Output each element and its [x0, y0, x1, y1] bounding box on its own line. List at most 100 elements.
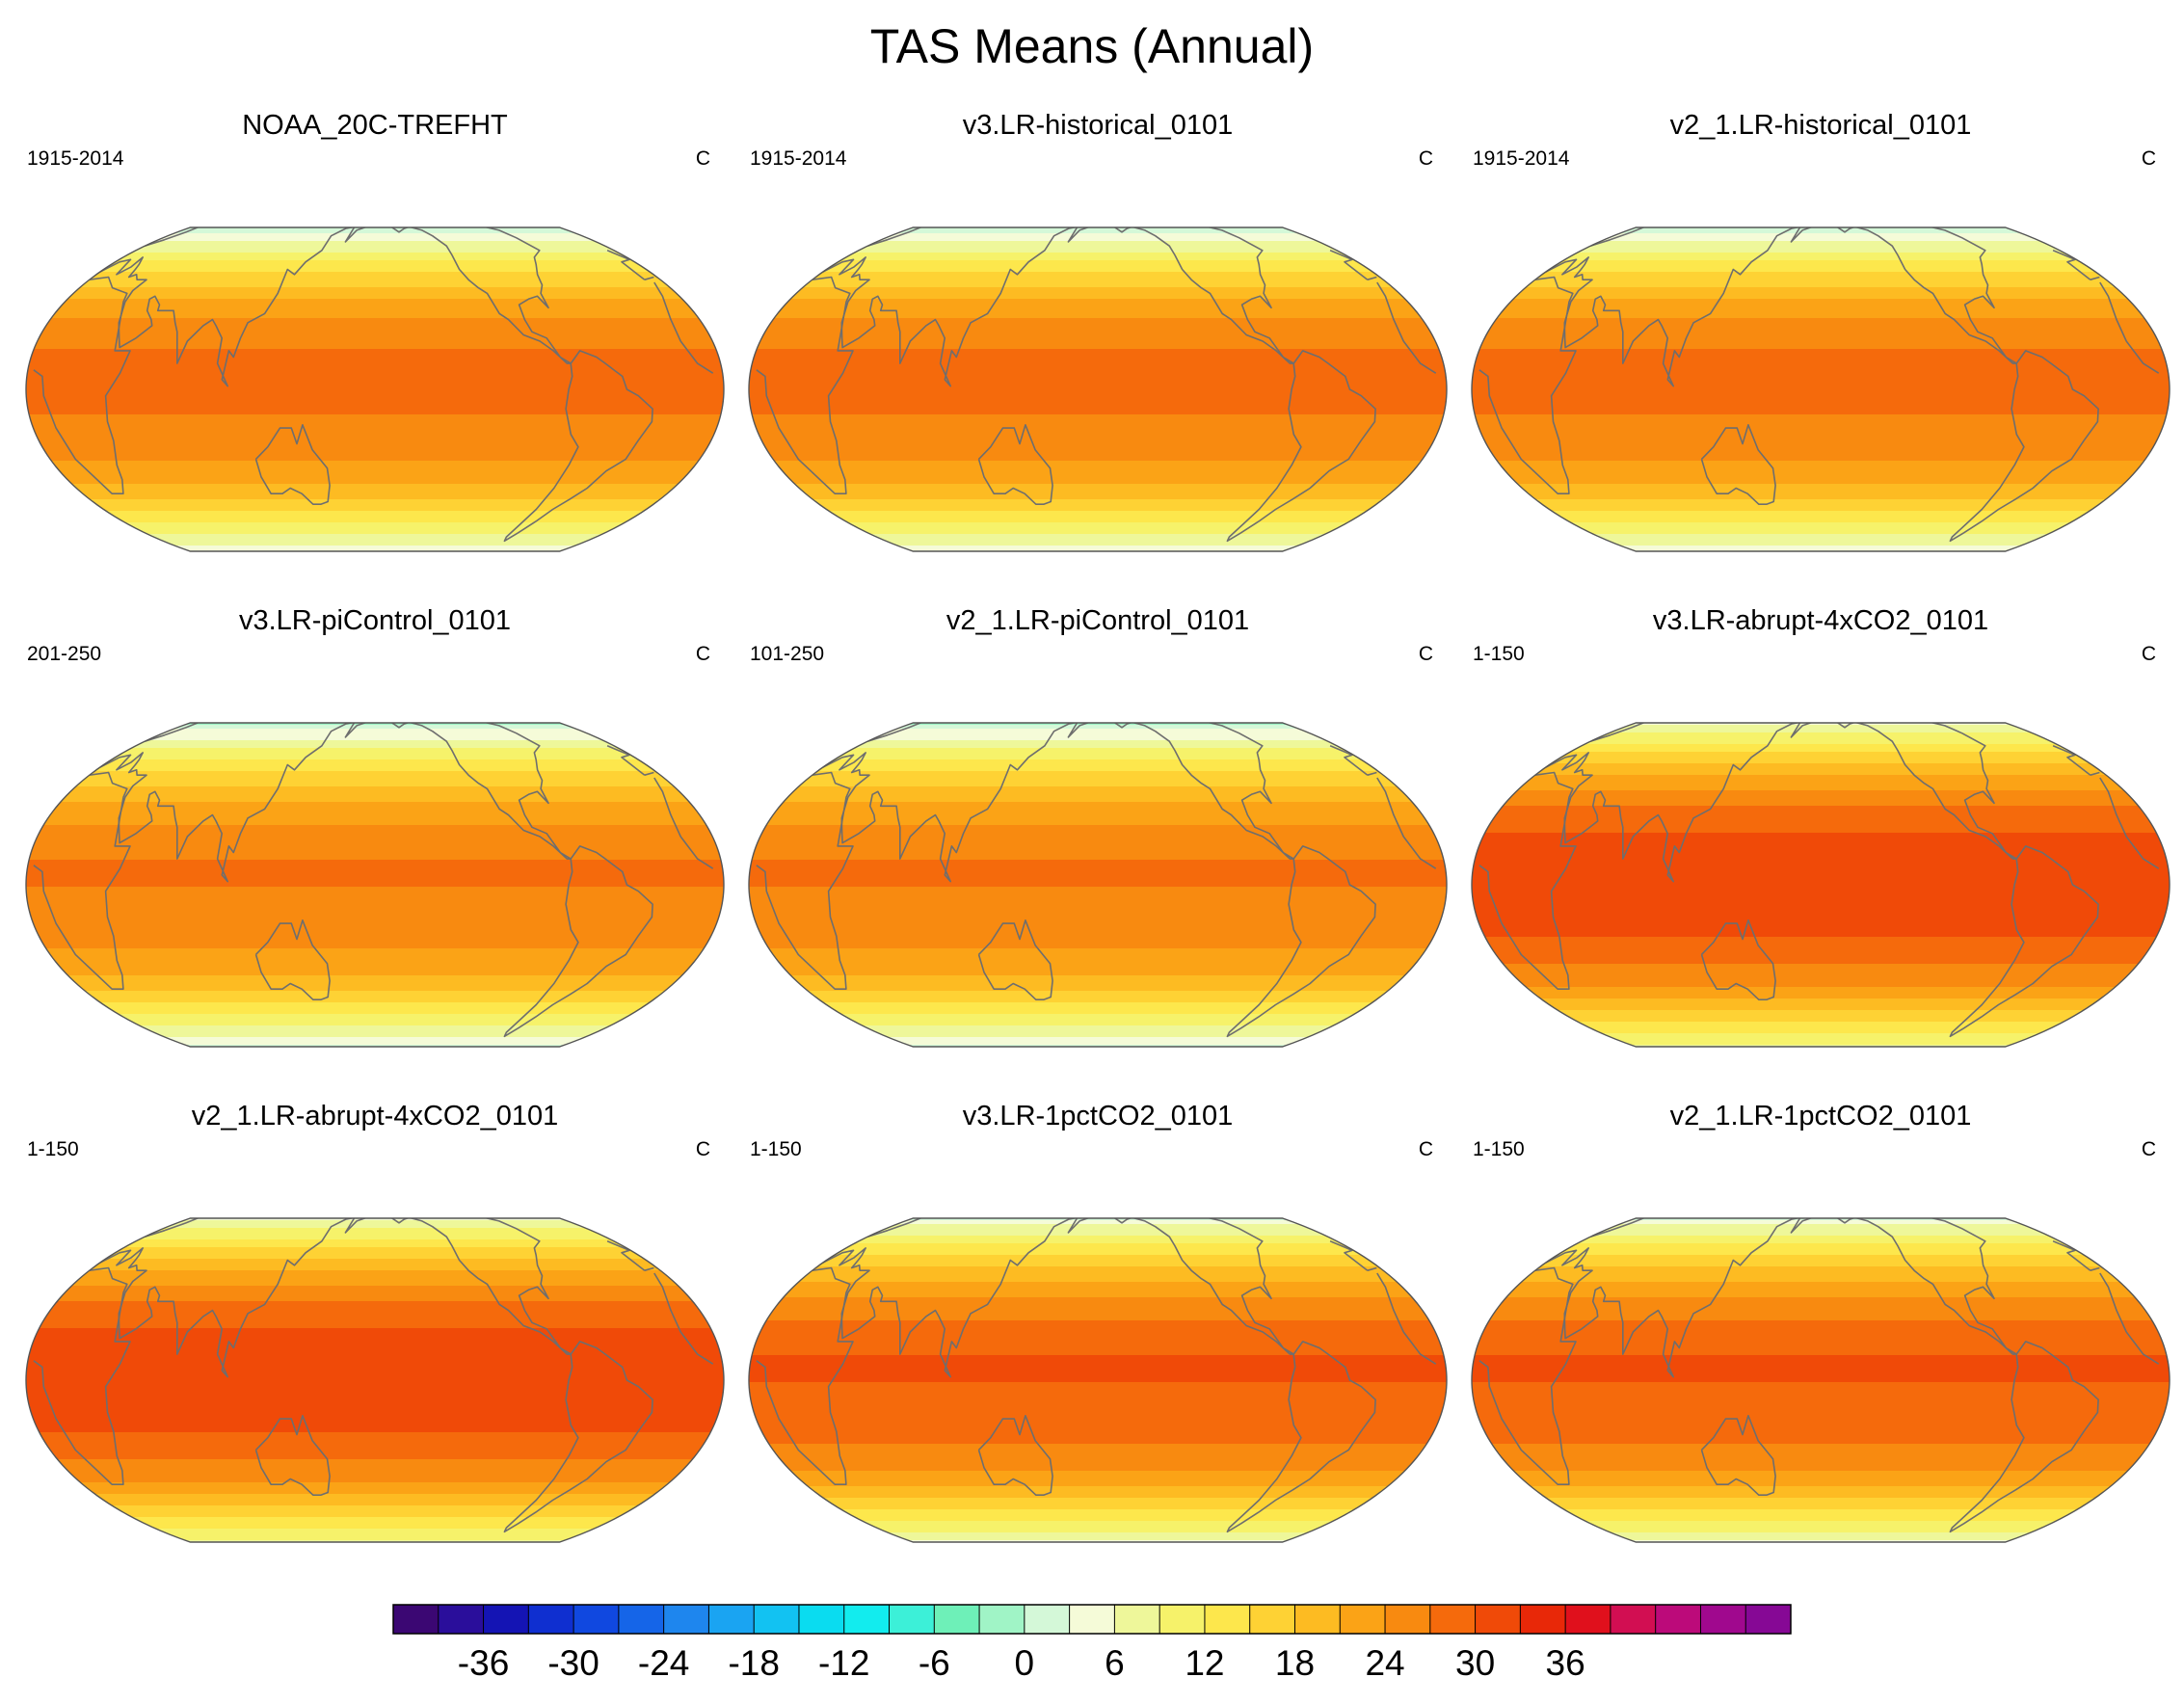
temperature-band: [749, 1394, 1447, 1398]
temperature-band: [749, 1010, 1447, 1015]
temperature-band: [749, 253, 1447, 257]
temperature-band: [26, 1301, 724, 1306]
temperature-band: [749, 526, 1447, 531]
temperature-band: [749, 1037, 1447, 1042]
temperature-band: [749, 898, 1447, 903]
temperature-band: [749, 1482, 1447, 1487]
temperature-band: [26, 314, 724, 319]
temperature-band: [13, 1548, 736, 1553]
temperature-band: [736, 214, 1459, 219]
temperature-band: [749, 476, 1447, 481]
temperature-band: [26, 549, 724, 551]
temperature-band: [1472, 1455, 2170, 1460]
colorbar-tick-label: 24: [1365, 1643, 1404, 1683]
temperature-band: [749, 1266, 1447, 1271]
temperature-band: [1459, 1060, 2182, 1065]
temperature-band: [749, 1313, 1447, 1318]
map-svg: [25, 722, 725, 1048]
temperature-band: [736, 206, 1459, 211]
temperature-band: [749, 779, 1447, 784]
temperature-band: [13, 572, 736, 577]
temperature-band: [26, 1467, 724, 1472]
temperature-band: [1472, 1317, 2170, 1321]
temperature-band: [749, 952, 1447, 957]
temperature-band: [1459, 1205, 2182, 1210]
temperature-band: [1472, 326, 2170, 331]
temperature-band: [749, 1224, 1447, 1229]
temperature-band: [749, 507, 1447, 512]
temperature-band: [749, 1220, 1447, 1225]
temperature-band: [26, 956, 724, 961]
temperature-band: [26, 810, 724, 814]
temperature-band: [1472, 1247, 2170, 1252]
temperature-band: [26, 530, 724, 535]
temperature-band: [749, 1228, 1447, 1233]
temperature-band: [1472, 894, 2170, 899]
temperature-band: [1472, 364, 2170, 369]
temperature-band: [749, 472, 1447, 477]
temperature-band: [749, 748, 1447, 753]
coastline-eurasia: [99, 1218, 654, 1378]
temperature-band: [749, 310, 1447, 315]
temperature-band: [26, 937, 724, 942]
temperature-band: [1472, 860, 2170, 865]
temperature-band: [749, 1536, 1447, 1541]
temperature-band: [26, 1282, 724, 1287]
temperature-band: [749, 1324, 1447, 1329]
temperature-band: [1459, 1544, 2182, 1549]
coastline-south-america: [1949, 350, 2099, 543]
temperature-band: [26, 921, 724, 926]
coastlines: [1478, 227, 2160, 543]
temperature-band: [749, 991, 1447, 996]
temperature-band: [1472, 549, 2170, 551]
temperature-band: [26, 744, 724, 749]
temperature-band: [26, 929, 724, 934]
temperature-band: [749, 1270, 1447, 1275]
temperature-band: [1472, 1313, 2170, 1318]
temperature-band: [749, 1421, 1447, 1425]
temperature-band: [1472, 229, 2170, 234]
temperature-band: [26, 1417, 724, 1422]
temperature-band: [13, 202, 736, 207]
panel-period: 1-150: [1473, 643, 1525, 665]
temperature-band: [749, 260, 1447, 265]
temperature-band: [749, 546, 1447, 550]
temperature-band: [1472, 333, 2170, 338]
coastline-africa: [756, 1266, 1437, 1485]
map-border: [1471, 1217, 2171, 1543]
temperature-band: [749, 484, 1447, 489]
temperature-band: [1459, 1212, 2182, 1217]
temperature-band: [1472, 1025, 2170, 1030]
temperature-band: [749, 403, 1447, 408]
temperature-band: [1472, 883, 2170, 888]
temperature-band: [1472, 503, 2170, 508]
panel-period: 1915-2014: [1473, 147, 1570, 170]
temperature-field: [1472, 227, 2170, 551]
coastline-australia: [254, 424, 331, 505]
temperature-band: [749, 1282, 1447, 1287]
colorbar-tick-label: -36: [458, 1643, 509, 1683]
temperature-band: [749, 1378, 1447, 1383]
temperature-band: [749, 511, 1447, 516]
temperature-band: [26, 1440, 724, 1445]
temperature-band: [26, 1022, 724, 1026]
temperature-band: [26, 767, 724, 772]
temperature-band: [26, 1363, 724, 1368]
temperature-band: [749, 264, 1447, 269]
temperature-band: [749, 314, 1447, 319]
temperature-band: [26, 991, 724, 996]
temperature-band: [1459, 1049, 2182, 1053]
temperature-band: [749, 495, 1447, 500]
temperature-band: [1472, 227, 2170, 230]
temperature-band: [1472, 337, 2170, 342]
temperature-band: [749, 867, 1447, 872]
temperature-band: [26, 1463, 724, 1468]
temperature-band: [26, 253, 724, 257]
temperature-band: [26, 894, 724, 899]
coastline-south-america: [1226, 1341, 1376, 1533]
temperature-band: [749, 744, 1447, 749]
temperature-band: [26, 844, 724, 849]
temperature-band: [1472, 1336, 2170, 1341]
temperature-band: [26, 1444, 724, 1449]
temperature-band: [1472, 871, 2170, 876]
